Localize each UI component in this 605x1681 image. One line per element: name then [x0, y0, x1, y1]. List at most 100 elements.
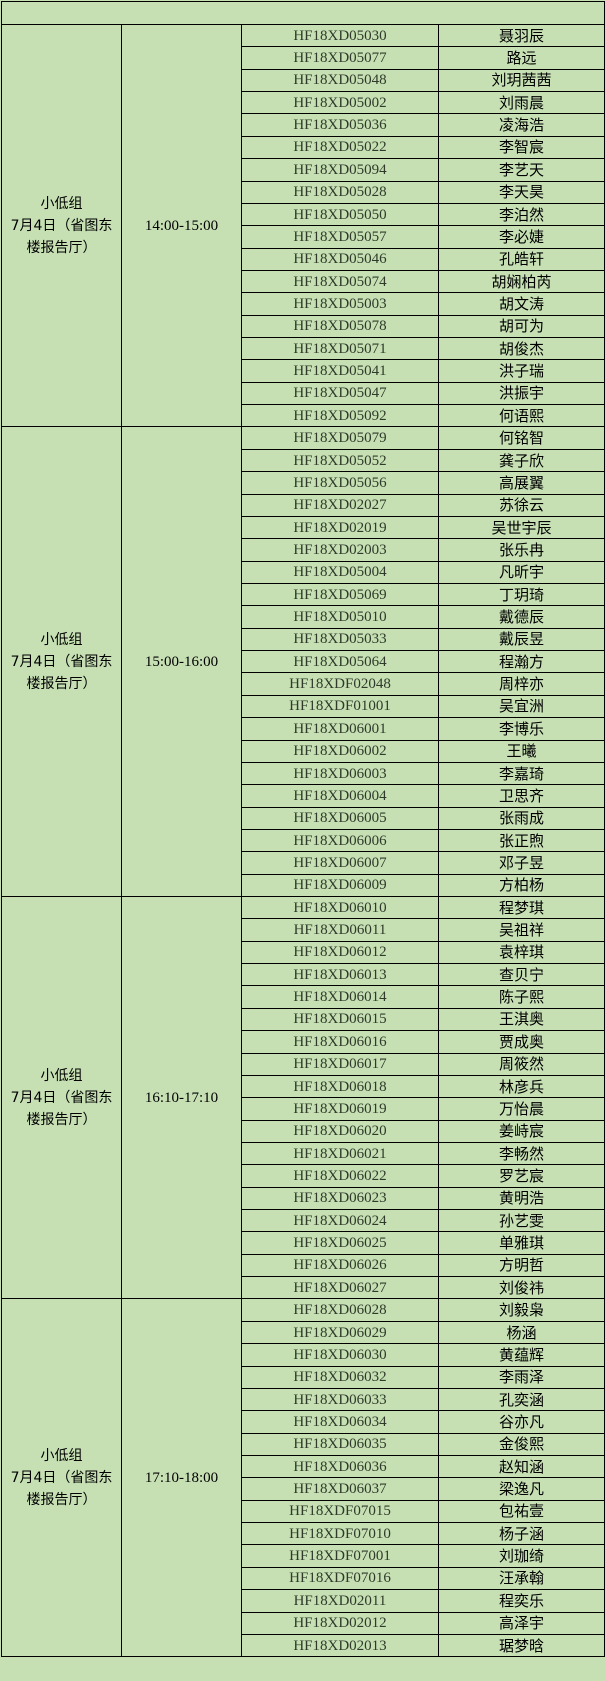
- time-cell: 14:00-15:00: [121, 23, 242, 428]
- student-id-cell: HF18XD06033: [241, 1387, 439, 1412]
- student-id-cell: HF18XD05041: [241, 359, 439, 383]
- student-name-cell: 黄明浩: [438, 1186, 605, 1211]
- table-row: HF18XD06007 邓子昱: [2, 851, 605, 875]
- student-id-cell: HF18XD05003: [241, 292, 439, 316]
- student-name-cell: 谷亦凡: [438, 1410, 605, 1434]
- student-id-cell: HF18XD06026: [241, 1253, 439, 1278]
- table-row: HF18XD02012 高泽宇: [2, 1611, 605, 1635]
- table-row: HF18XDF02048 周梓亦: [2, 672, 605, 696]
- table-row: HF18XD05022 李智宸: [2, 135, 605, 160]
- student-id-cell: HF18XD06025: [241, 1231, 439, 1255]
- student-name-cell: 孔皓轩: [438, 247, 605, 271]
- group-cell: 小低组 7月4日（省图东 楼报告厅）: [1, 426, 122, 898]
- group-line: 小低组: [40, 631, 83, 648]
- table-row: HF18XD05077 路远: [2, 46, 605, 70]
- table-row: HF18XD05074 胡娴柏芮: [2, 269, 605, 294]
- student-id-cell: HF18XD06012: [241, 940, 439, 965]
- student-name-cell: 高展翼: [438, 471, 605, 495]
- table-row: HF18XD06019 万怡晨: [2, 1097, 605, 1121]
- header-band: [1, 1, 605, 24]
- student-id-cell: HF18XD05071: [241, 337, 439, 361]
- student-name-cell: 凡昕宇: [438, 560, 605, 584]
- student-id-cell: HF18XD05056: [241, 471, 439, 495]
- student-id-cell: HF18XD06024: [241, 1209, 439, 1233]
- table-row: HF18XD05002 刘雨晨: [2, 91, 605, 115]
- student-name-cell: 刘毅枭: [438, 1298, 605, 1322]
- student-name-cell: 李泊然: [438, 202, 605, 227]
- student-name-cell: 张雨成: [438, 806, 605, 830]
- group-line: 小低组: [40, 1447, 83, 1464]
- student-name-cell: 吴祖祥: [438, 918, 605, 942]
- student-id-cell: HF18XDF02048: [241, 672, 439, 696]
- student-id-cell: HF18XD06006: [241, 828, 439, 853]
- student-name-cell: 琚梦晗: [438, 1633, 605, 1658]
- student-id-cell: HF18XD06003: [241, 761, 439, 786]
- student-name-cell: 胡俊杰: [438, 337, 605, 361]
- student-id-cell: HF18XDF01001: [241, 694, 439, 719]
- table-row: HF18XD06009 方柏杨: [2, 873, 605, 898]
- student-name-cell: 张正煦: [438, 828, 605, 853]
- table-row: HF18XD06005 张雨成: [2, 806, 605, 830]
- table-row: HF18XDF07016 汪承翰: [2, 1566, 605, 1591]
- table-row: HF18XD06023 黄明浩: [2, 1186, 605, 1211]
- student-name-cell: 万怡晨: [438, 1097, 605, 1121]
- student-id-cell: HF18XD06019: [241, 1097, 439, 1121]
- student-id-cell: HF18XD06002: [241, 739, 439, 763]
- student-name-cell: 周筱然: [438, 1052, 605, 1076]
- student-id-cell: HF18XD02011: [241, 1589, 439, 1613]
- student-id-cell: HF18XD05046: [241, 247, 439, 271]
- student-id-cell: HF18XD05036: [241, 113, 439, 137]
- group-line: 7月4日（省图东: [10, 217, 113, 234]
- student-id-cell: HF18XD06016: [241, 1030, 439, 1054]
- table-row: HF18XD05052 龚子欣: [2, 448, 605, 473]
- table-row: 小低组 7月4日（省图东 楼报告厅） 16:10-17:10 HF18XD06010 程梦…: [1, 896, 605, 1300]
- table-row: HF18XD05028 李天昊: [2, 180, 605, 204]
- table-row: HF18XDF07015 包祐壹: [2, 1499, 605, 1524]
- group-cell: 小低组 7月4日（省图东 楼报告厅）: [1, 1298, 122, 1658]
- table-row: HF18XD06032 李雨泽: [2, 1365, 605, 1389]
- table-row: HF18XDF07010 杨子涵: [2, 1522, 605, 1546]
- student-id-cell: HF18XD06023: [241, 1186, 439, 1211]
- student-name-cell: 何铭智: [438, 426, 605, 450]
- student-name-cell: 龚子欣: [438, 448, 605, 473]
- group-line: 楼报告厅）: [26, 239, 97, 256]
- student-name-cell: 梁逸凡: [438, 1477, 605, 1501]
- student-name-cell: 李艺天: [438, 158, 605, 182]
- student-name-cell: 刘玥茜茜: [438, 68, 605, 93]
- table-row: HF18XD06003 李嘉琦: [2, 761, 605, 786]
- table-row: HF18XDF07001 刘珈绮: [2, 1544, 605, 1568]
- time-cell: 17:10-18:00: [121, 1298, 242, 1658]
- student-name-cell: 聂羽辰: [438, 23, 605, 48]
- table-row: HF18XD02027 苏徐云: [2, 493, 605, 517]
- table-row: 小低组 7月4日（省图东 楼报告厅） 15:00-16:00 HF18XD05079 何铭…: [1, 426, 605, 898]
- student-id-cell: HF18XD06010: [241, 896, 439, 920]
- student-name-cell: 丁玥琦: [438, 582, 605, 607]
- student-name-cell: 程梦琪: [438, 896, 605, 920]
- student-id-cell: HF18XD05074: [241, 269, 439, 294]
- table-row: HF18XD05092 何语熙: [2, 404, 605, 428]
- student-id-cell: HF18XD05057: [241, 225, 439, 249]
- student-name-cell: 胡娴柏芮: [438, 269, 605, 294]
- student-id-cell: HF18XD06011: [241, 918, 439, 942]
- student-id-cell: HF18XD02019: [241, 515, 439, 540]
- student-id-cell: HF18XD05077: [241, 46, 439, 70]
- table-row: HF18XD05057 李必婕: [2, 225, 605, 249]
- student-name-cell: 孔奕涵: [438, 1387, 605, 1412]
- student-name-cell: 方柏杨: [438, 873, 605, 898]
- table-row: HF18XD05078 胡可为: [2, 314, 605, 339]
- student-id-cell: HF18XD06028: [241, 1298, 439, 1322]
- student-name-cell: 刘雨晨: [438, 91, 605, 115]
- student-id-cell: HF18XD05002: [241, 91, 439, 115]
- student-name-cell: 李博乐: [438, 717, 605, 741]
- student-name-cell: 胡文涛: [438, 292, 605, 316]
- student-name-cell: 戴德辰: [438, 605, 605, 629]
- table-row: HF18XD06022 罗艺宸: [2, 1164, 605, 1188]
- student-id-cell: HF18XD06034: [241, 1410, 439, 1434]
- student-name-cell: 贾成奥: [438, 1030, 605, 1054]
- student-name-cell: 赵知涵: [438, 1454, 605, 1479]
- student-name-cell: 王淇奥: [438, 1007, 605, 1032]
- student-name-cell: 金俊熙: [438, 1432, 605, 1457]
- student-name-cell: 刘俊祎: [438, 1276, 605, 1300]
- student-id-cell: HF18XD06032: [241, 1365, 439, 1389]
- table-row: HF18XD06025 单雅琪: [2, 1231, 605, 1255]
